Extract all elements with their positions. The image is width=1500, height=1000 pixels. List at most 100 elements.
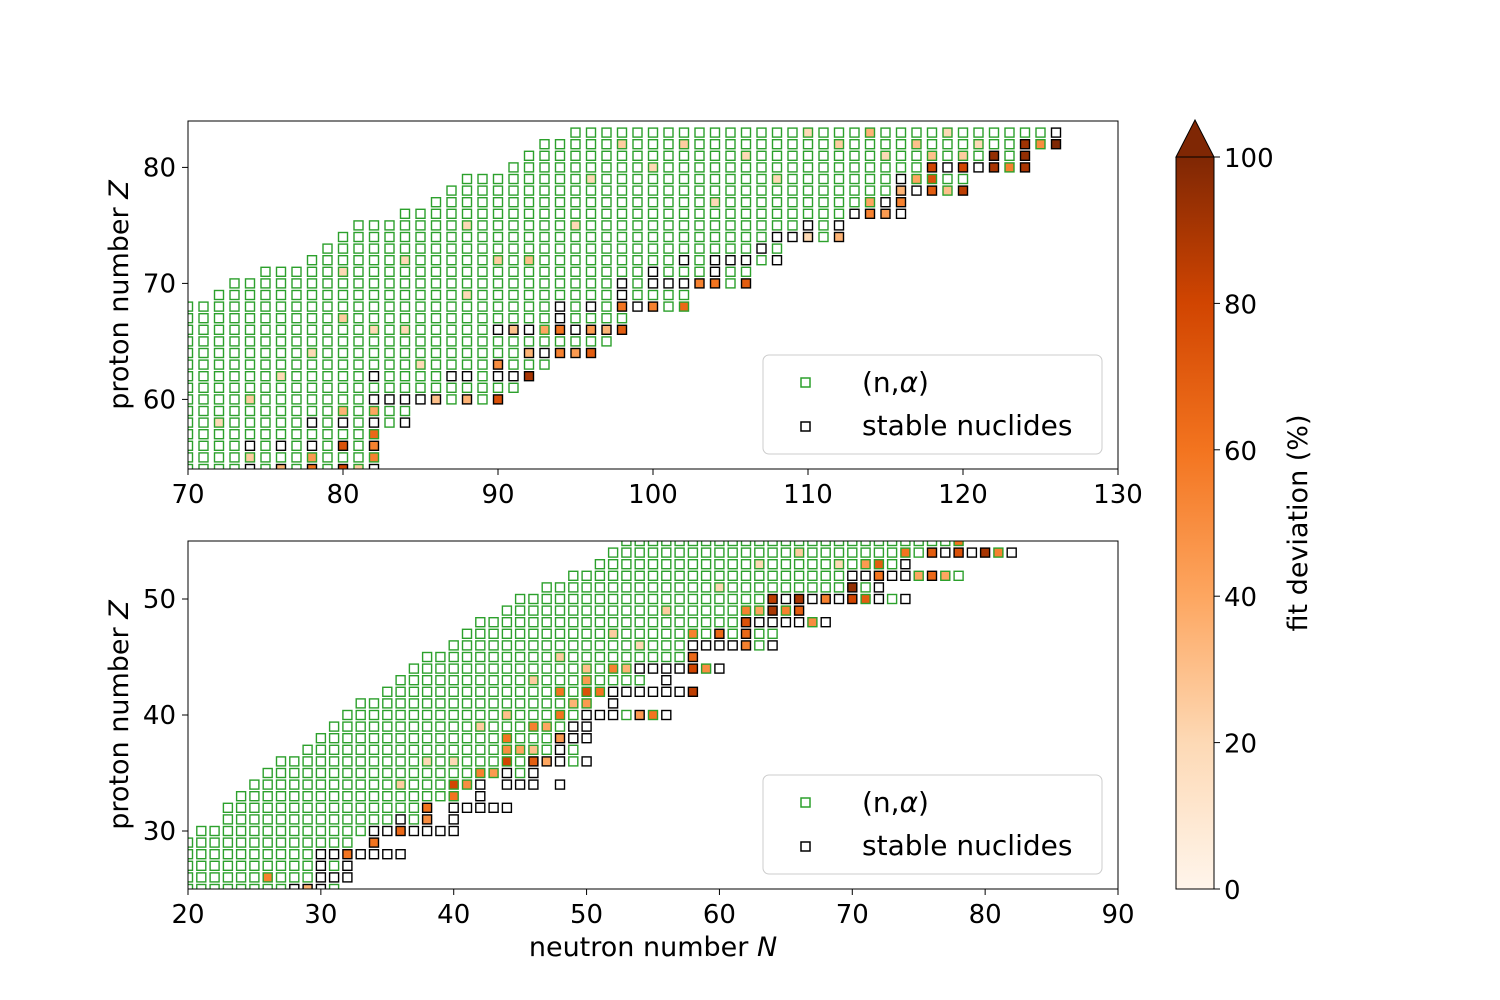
bottom-stable-point [966, 547, 978, 558]
top-nalpha-point [446, 278, 457, 289]
bottom-nalpha-point [421, 756, 433, 767]
top-nalpha-point [740, 185, 752, 196]
bottom-nalpha-point [714, 541, 725, 547]
bottom-nalpha-point [807, 582, 818, 593]
bottom-nalpha-point [435, 767, 446, 779]
top-nalpha-point [368, 220, 380, 231]
top-nalpha-point [213, 405, 225, 417]
top-nalpha-point [523, 336, 535, 347]
bottom-nalpha-point [395, 698, 406, 709]
top-nalpha-point [1035, 127, 1046, 138]
bottom-nalpha-point [634, 675, 645, 686]
top-stable-point [492, 394, 504, 405]
bottom-nalpha-point [528, 605, 539, 616]
bottom-nalpha-point [514, 756, 526, 767]
bottom-nalpha-point [222, 837, 234, 848]
bottom-stable-point [342, 860, 353, 871]
top-nalpha-point [353, 394, 364, 405]
bottom-nalpha-point [196, 849, 207, 860]
top-nalpha-point [601, 162, 612, 173]
top-nalpha-point [678, 289, 690, 301]
top-nalpha-point [415, 371, 426, 382]
bottom-nalpha-point [541, 709, 552, 721]
bottom-nalpha-point [209, 883, 220, 889]
top-nalpha-point [1004, 127, 1015, 138]
top-nalpha-point [337, 278, 349, 289]
bottom-nalpha-point [807, 570, 818, 581]
top-nalpha-point [570, 208, 581, 220]
top-nalpha-point [833, 138, 845, 150]
top-nalpha-point [229, 289, 240, 301]
bottom-nalpha-point [528, 698, 539, 709]
top-nalpha-point [570, 173, 581, 185]
top-nalpha-point [492, 278, 504, 289]
top-nalpha-point [477, 231, 488, 243]
top-nalpha-point [880, 127, 891, 138]
top-stable-point [430, 394, 442, 405]
top-nalpha-point [291, 359, 302, 370]
bottom-nalpha-point [568, 756, 579, 767]
top-nalpha-point [926, 150, 938, 162]
top-nalpha-point [725, 150, 736, 162]
bottom-stable-point [661, 709, 672, 721]
top-nalpha-point [585, 266, 597, 277]
top-nalpha-point [833, 185, 845, 196]
top-nalpha-point [291, 289, 302, 301]
bottom-nalpha-point [461, 663, 473, 674]
bottom-nalpha-point [395, 733, 406, 744]
top-nalpha-point [508, 313, 519, 324]
bottom-nalpha-point [647, 541, 659, 547]
bottom-nalpha-point [514, 593, 526, 605]
bottom-nalpha-point [382, 744, 393, 755]
top-nalpha-point [725, 185, 736, 196]
bottom-nalpha-point [408, 721, 420, 732]
top-nalpha-point [477, 254, 488, 266]
bottom-nalpha-point [700, 547, 712, 558]
bottom-nalpha-point [488, 744, 499, 755]
bottom-nalpha-point [634, 547, 645, 558]
top-nalpha-point [461, 220, 473, 231]
bottom-nalpha-point [554, 709, 566, 721]
top-nalpha-point [554, 150, 566, 162]
top-stable-point [616, 301, 628, 312]
top-nalpha-point [291, 266, 302, 277]
bottom-nalpha-point [833, 547, 845, 558]
bottom-nalpha-point [727, 593, 738, 605]
top-stable-point [802, 220, 814, 231]
top-nalpha-point [709, 138, 721, 150]
bottom-nalpha-point [661, 559, 672, 570]
bottom-y-axis-title: proton number Z [104, 600, 135, 830]
top-nalpha-point [353, 301, 364, 312]
top-nalpha-point [756, 173, 767, 185]
top-nalpha-point [384, 359, 395, 370]
bottom-stable-point [700, 640, 712, 651]
top-nalpha-point [461, 254, 473, 266]
top-nalpha-point [694, 220, 705, 231]
bottom-nalpha-point [448, 698, 459, 709]
bottom-nalpha-point [188, 883, 194, 889]
bottom-nalpha-point [435, 779, 446, 790]
top-nalpha-point [306, 347, 318, 359]
top-nalpha-point [368, 382, 380, 393]
top-nalpha-point [740, 231, 752, 243]
top-nalpha-point [446, 324, 457, 335]
top-stable-point [492, 371, 504, 382]
top-nalpha-point [678, 173, 690, 185]
top-nalpha-point [570, 185, 581, 196]
bottom-nalpha-point [188, 837, 194, 848]
bottom-nalpha-point [833, 559, 845, 570]
bottom-nalpha-point [368, 709, 380, 721]
top-nalpha-point [291, 336, 302, 347]
bottom-nalpha-point [568, 628, 579, 639]
bottom-nalpha-point [581, 675, 592, 686]
top-nalpha-point [291, 429, 302, 440]
top-nalpha-point [787, 185, 798, 196]
bottom-nalpha-point [355, 814, 366, 825]
top-nalpha-point [446, 336, 457, 347]
top-nalpha-point [188, 452, 194, 463]
bottom-nalpha-point [209, 849, 220, 860]
top-nalpha-point [802, 173, 814, 185]
top-nalpha-point [849, 196, 860, 208]
top-nalpha-point [430, 196, 442, 208]
